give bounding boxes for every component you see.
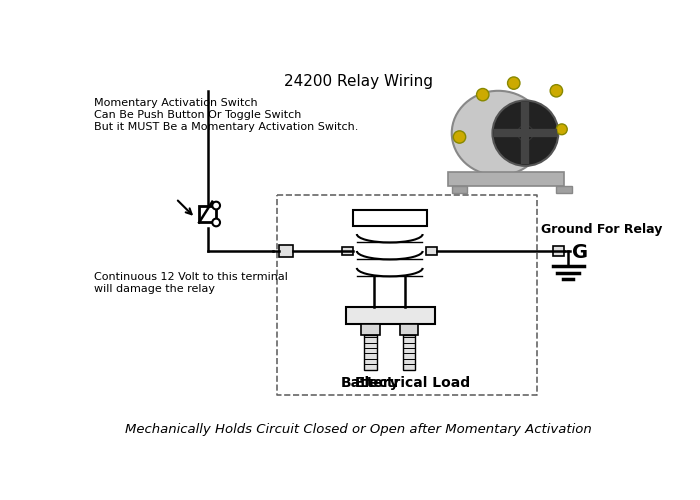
Ellipse shape bbox=[492, 100, 559, 166]
Bar bbox=[452, 186, 468, 193]
Circle shape bbox=[212, 202, 220, 209]
Ellipse shape bbox=[452, 91, 545, 176]
Circle shape bbox=[508, 77, 520, 90]
Bar bbox=[346, 307, 435, 324]
Circle shape bbox=[517, 126, 533, 141]
Circle shape bbox=[550, 84, 563, 97]
Bar bbox=[403, 335, 415, 370]
Bar bbox=[556, 186, 572, 193]
Circle shape bbox=[212, 218, 220, 226]
Bar bbox=[199, 206, 216, 222]
Bar bbox=[426, 247, 437, 255]
Text: Momentary Activation Switch: Momentary Activation Switch bbox=[94, 98, 258, 108]
Bar bbox=[361, 324, 379, 335]
Text: will damage the relay: will damage the relay bbox=[94, 284, 215, 294]
Bar bbox=[448, 172, 564, 185]
Text: Continuous 12 Volt to this terminal: Continuous 12 Volt to this terminal bbox=[94, 272, 288, 282]
Text: G: G bbox=[572, 243, 588, 262]
Bar bbox=[400, 324, 419, 335]
Circle shape bbox=[454, 131, 466, 143]
Text: But it MUST Be a Momentary Activation Switch.: But it MUST Be a Momentary Activation Sw… bbox=[94, 122, 358, 132]
Text: Mechanically Holds Circuit Closed or Open after Momentary Activation: Mechanically Holds Circuit Closed or Ope… bbox=[125, 423, 592, 436]
Text: Electrical Load: Electrical Load bbox=[356, 376, 470, 390]
Text: Battery: Battery bbox=[341, 376, 400, 390]
Circle shape bbox=[556, 124, 567, 134]
Circle shape bbox=[477, 88, 489, 101]
Bar bbox=[279, 245, 293, 257]
Text: Can Be Push Button Or Toggle Switch: Can Be Push Button Or Toggle Switch bbox=[94, 110, 301, 120]
Text: 24200 Relay Wiring: 24200 Relay Wiring bbox=[284, 74, 433, 89]
Bar bbox=[364, 335, 377, 370]
Bar bbox=[342, 247, 354, 255]
Bar bbox=[354, 210, 427, 226]
Text: Ground For Relay: Ground For Relay bbox=[541, 222, 662, 235]
Bar bbox=[553, 246, 564, 256]
